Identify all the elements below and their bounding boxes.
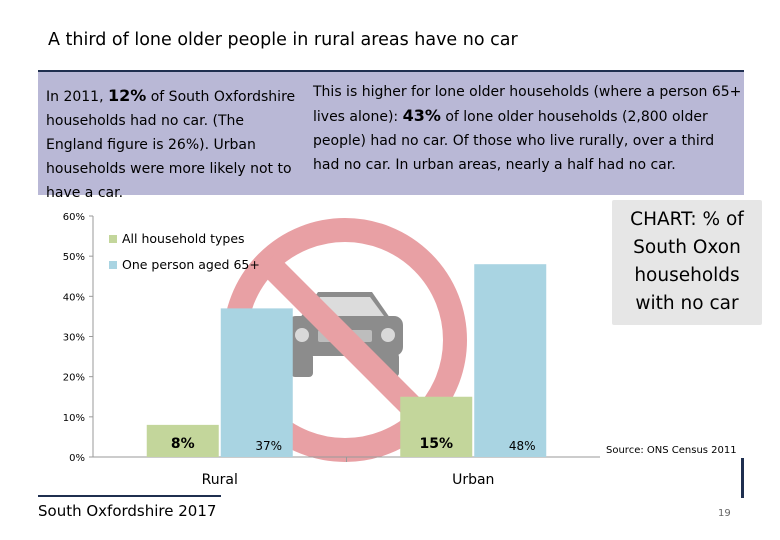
- legend-swatch: [109, 235, 117, 243]
- chart-bar: [400, 396, 473, 457]
- info-right-stat: 43%: [402, 106, 441, 125]
- bar-value-label: 15%: [419, 436, 453, 452]
- chart-callout: CHART: % of South Oxon households with n…: [612, 200, 762, 325]
- right-accent-bar: [741, 458, 744, 498]
- car-wheel-left: [291, 353, 313, 377]
- y-tick-label: 40%: [63, 292, 85, 303]
- chart-bar: [474, 264, 547, 457]
- info-box: In 2011, 12% of South Oxfordshire househ…: [38, 72, 744, 201]
- car-headlight-right: [381, 328, 395, 342]
- y-tick-label: 60%: [63, 212, 85, 223]
- y-tick-label: 20%: [63, 373, 85, 384]
- page-number: 19: [718, 508, 731, 519]
- y-tick-label: 0%: [69, 453, 85, 464]
- car-headlight-left: [295, 328, 309, 342]
- bar-value-label: 48%: [509, 439, 536, 453]
- x-category-label: Urban: [452, 472, 494, 488]
- chart-bar: [220, 308, 293, 457]
- y-tick-label: 30%: [63, 333, 85, 344]
- y-tick-label: 50%: [63, 252, 85, 263]
- info-left-text: In 2011, 12% of South Oxfordshire househ…: [46, 84, 301, 205]
- source-note: Source: ONS Census 2011: [606, 445, 737, 456]
- bar-value-label: 37%: [255, 439, 282, 453]
- y-tick-label: 10%: [63, 413, 85, 424]
- title-divider: [38, 70, 744, 73]
- chart-bar: [146, 424, 219, 457]
- info-left-stat: 12%: [107, 86, 147, 105]
- x-category-label: Rural: [202, 472, 238, 488]
- info-right-text: This is higher for lone older households…: [313, 80, 743, 177]
- info-left-pre: In 2011,: [46, 89, 108, 105]
- chart-legend: All household types One person aged 65+: [109, 231, 260, 272]
- legend-swatch: [109, 261, 117, 269]
- info-right-pre: This is higher for lone older households…: [313, 84, 742, 125]
- bar-value-label: 8%: [171, 436, 195, 452]
- footer-divider: [38, 495, 221, 497]
- page-title: A third of lone older people in rural ar…: [48, 30, 518, 50]
- footer-text: South Oxfordshire 2017: [38, 502, 217, 520]
- legend-label: All household types: [122, 231, 245, 246]
- info-left-post: of South Oxfordshire households had no c…: [46, 89, 296, 201]
- legend-label: One person aged 65+: [122, 257, 260, 272]
- sign-slash: [258, 253, 432, 427]
- chart-bars: 8% 15% 37% 48%: [146, 264, 547, 457]
- info-right-post: of lone older households (2,800 older pe…: [313, 109, 715, 173]
